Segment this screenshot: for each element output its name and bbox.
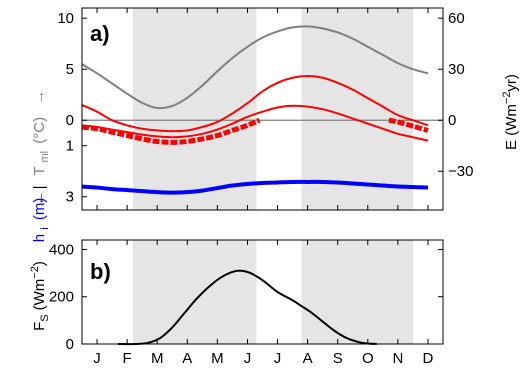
x-tick-label: J <box>244 350 252 367</box>
hi-subscript: i <box>39 227 51 229</box>
series-line-h_i <box>81 179 429 195</box>
tml-subscript: ml <box>39 151 51 163</box>
axes-frame <box>81 239 444 345</box>
hi-symbol: h <box>31 234 48 242</box>
hi-unit: (m) <box>31 198 48 221</box>
panel-b: 0 200 400 J F M A M J J A S O N D b) FS(Wm−2) <box>29 239 444 367</box>
right-tick-label: −30 <box>448 163 473 180</box>
series-line-E_upper <box>81 75 429 133</box>
shade-band <box>301 240 413 344</box>
shaded-regions <box>133 240 413 344</box>
x-tick-label: M <box>211 350 224 367</box>
x-tick-label: O <box>362 350 374 367</box>
shade-band <box>133 240 257 344</box>
series-lines <box>118 269 377 346</box>
ticks: 10 5 0 1 3 60 30 0 −30 <box>57 8 473 210</box>
x-tick-label: J <box>93 350 101 367</box>
x-tick-label: F <box>123 350 132 367</box>
svg-text:← h i: ← h i (m) | T ml (°C) → <box>31 90 52 242</box>
series-line-fs <box>118 269 377 346</box>
axes-frame <box>81 7 444 211</box>
ticks: 0 200 400 J F M A M J J A S O N D <box>49 240 443 367</box>
x-tick-label: M <box>151 350 164 367</box>
left-tick-label: 1 <box>66 138 74 155</box>
label-separator: | <box>31 186 48 190</box>
panel-a: 10 5 0 1 3 60 30 0 −30 a) ← h i (m) | T ml (°C) … <box>31 7 520 242</box>
left-tick-label: 3 <box>66 189 74 206</box>
left-tick-label: 400 <box>49 241 74 258</box>
x-tick-label: N <box>392 350 403 367</box>
series-line-E_mid <box>81 104 429 142</box>
left-tick-label: 0 <box>66 336 74 353</box>
series-line-E_thick <box>81 117 261 145</box>
x-tick-label: D <box>423 350 434 367</box>
tml-symbol: T <box>31 167 48 176</box>
tml-unit: (°C) <box>31 117 48 144</box>
left-axis-label: ← h i (m) | T ml (°C) → <box>31 90 52 242</box>
x-tick-label: A <box>182 350 192 367</box>
right-axis-label: E (Wm−2yr) <box>501 74 520 150</box>
series-line-T_ml <box>81 25 429 110</box>
svg-text:FS(Wm−2): FS(Wm−2) <box>29 261 51 331</box>
left-axis-label: FS(Wm−2) <box>29 261 51 331</box>
series-line-E_thick <box>388 117 429 133</box>
panel-label: a) <box>90 21 110 46</box>
tml-arrow: → <box>31 90 48 105</box>
left-tick-label: 5 <box>66 61 74 78</box>
x-tick-label: S <box>333 350 343 367</box>
x-tick-label: A <box>303 350 313 367</box>
right-tick-label: 0 <box>448 112 456 129</box>
right-tick-label: 30 <box>448 61 465 78</box>
x-tick-label: J <box>274 350 282 367</box>
svg-text:E (Wm−2yr): E (Wm−2yr) <box>501 74 520 150</box>
left-tick-label: 200 <box>49 289 74 306</box>
left-tick-label: 0 <box>66 112 74 129</box>
series-lines <box>81 25 429 195</box>
panel-label: b) <box>90 259 111 284</box>
right-tick-label: 60 <box>448 10 465 27</box>
left-tick-label: 10 <box>57 10 74 27</box>
shade-band <box>133 8 257 210</box>
